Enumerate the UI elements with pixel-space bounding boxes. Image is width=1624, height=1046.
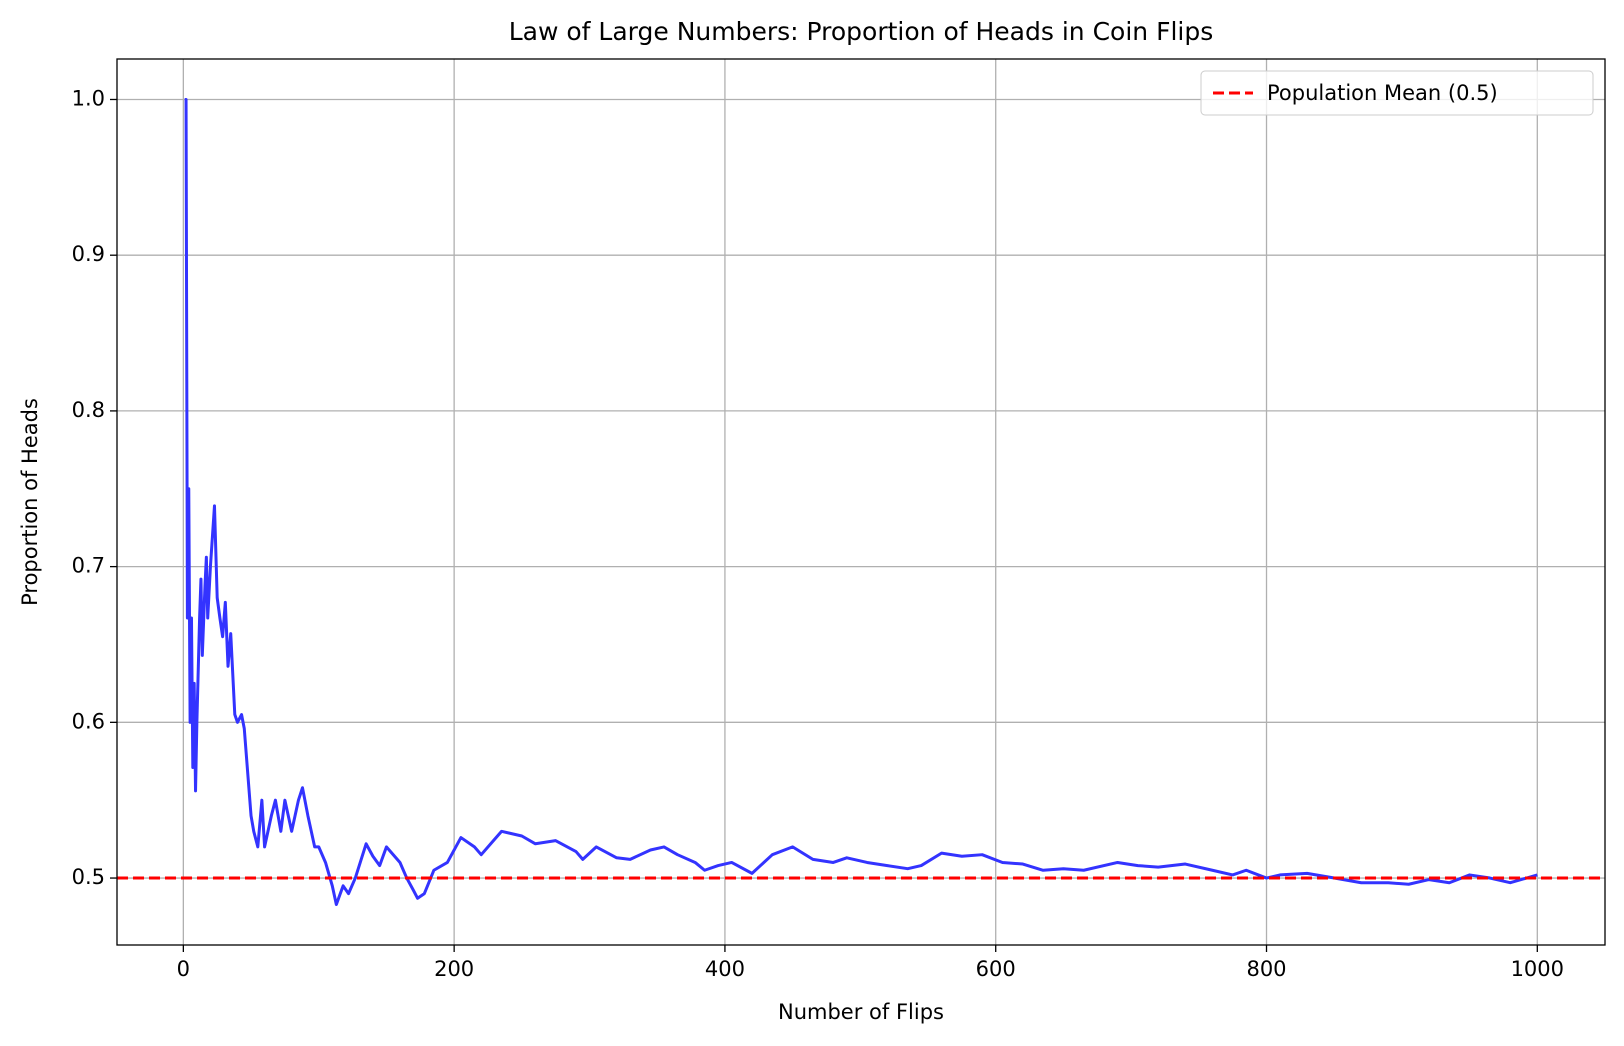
y-tick-label: 0.5 (72, 865, 105, 889)
chart-title: Law of Large Numbers: Proportion of Head… (509, 17, 1214, 46)
x-tick-label: 0 (177, 957, 190, 981)
y-axis-label: Proportion of Heads (18, 398, 42, 606)
x-tick-label: 200 (434, 957, 474, 981)
x-tick-label: 400 (705, 957, 745, 981)
data-line (184, 97, 1538, 907)
x-tick-label: 1000 (1511, 957, 1564, 981)
y-tick-label: 0.9 (72, 242, 105, 266)
legend-box (1200, 70, 1594, 116)
x-tick-label: 600 (976, 957, 1016, 981)
y-tick-label: 0.7 (72, 554, 105, 578)
y-tick-label: 0.8 (72, 398, 105, 422)
legend-label: Population Mean (0.5) (1267, 81, 1498, 105)
plot-frame (116, 58, 1606, 946)
x-axis-label: Number of Flips (778, 1000, 944, 1024)
y-tick-label: 1.0 (72, 86, 105, 110)
y-tick-label: 0.6 (72, 709, 105, 733)
x-tick-label: 800 (1246, 957, 1286, 981)
